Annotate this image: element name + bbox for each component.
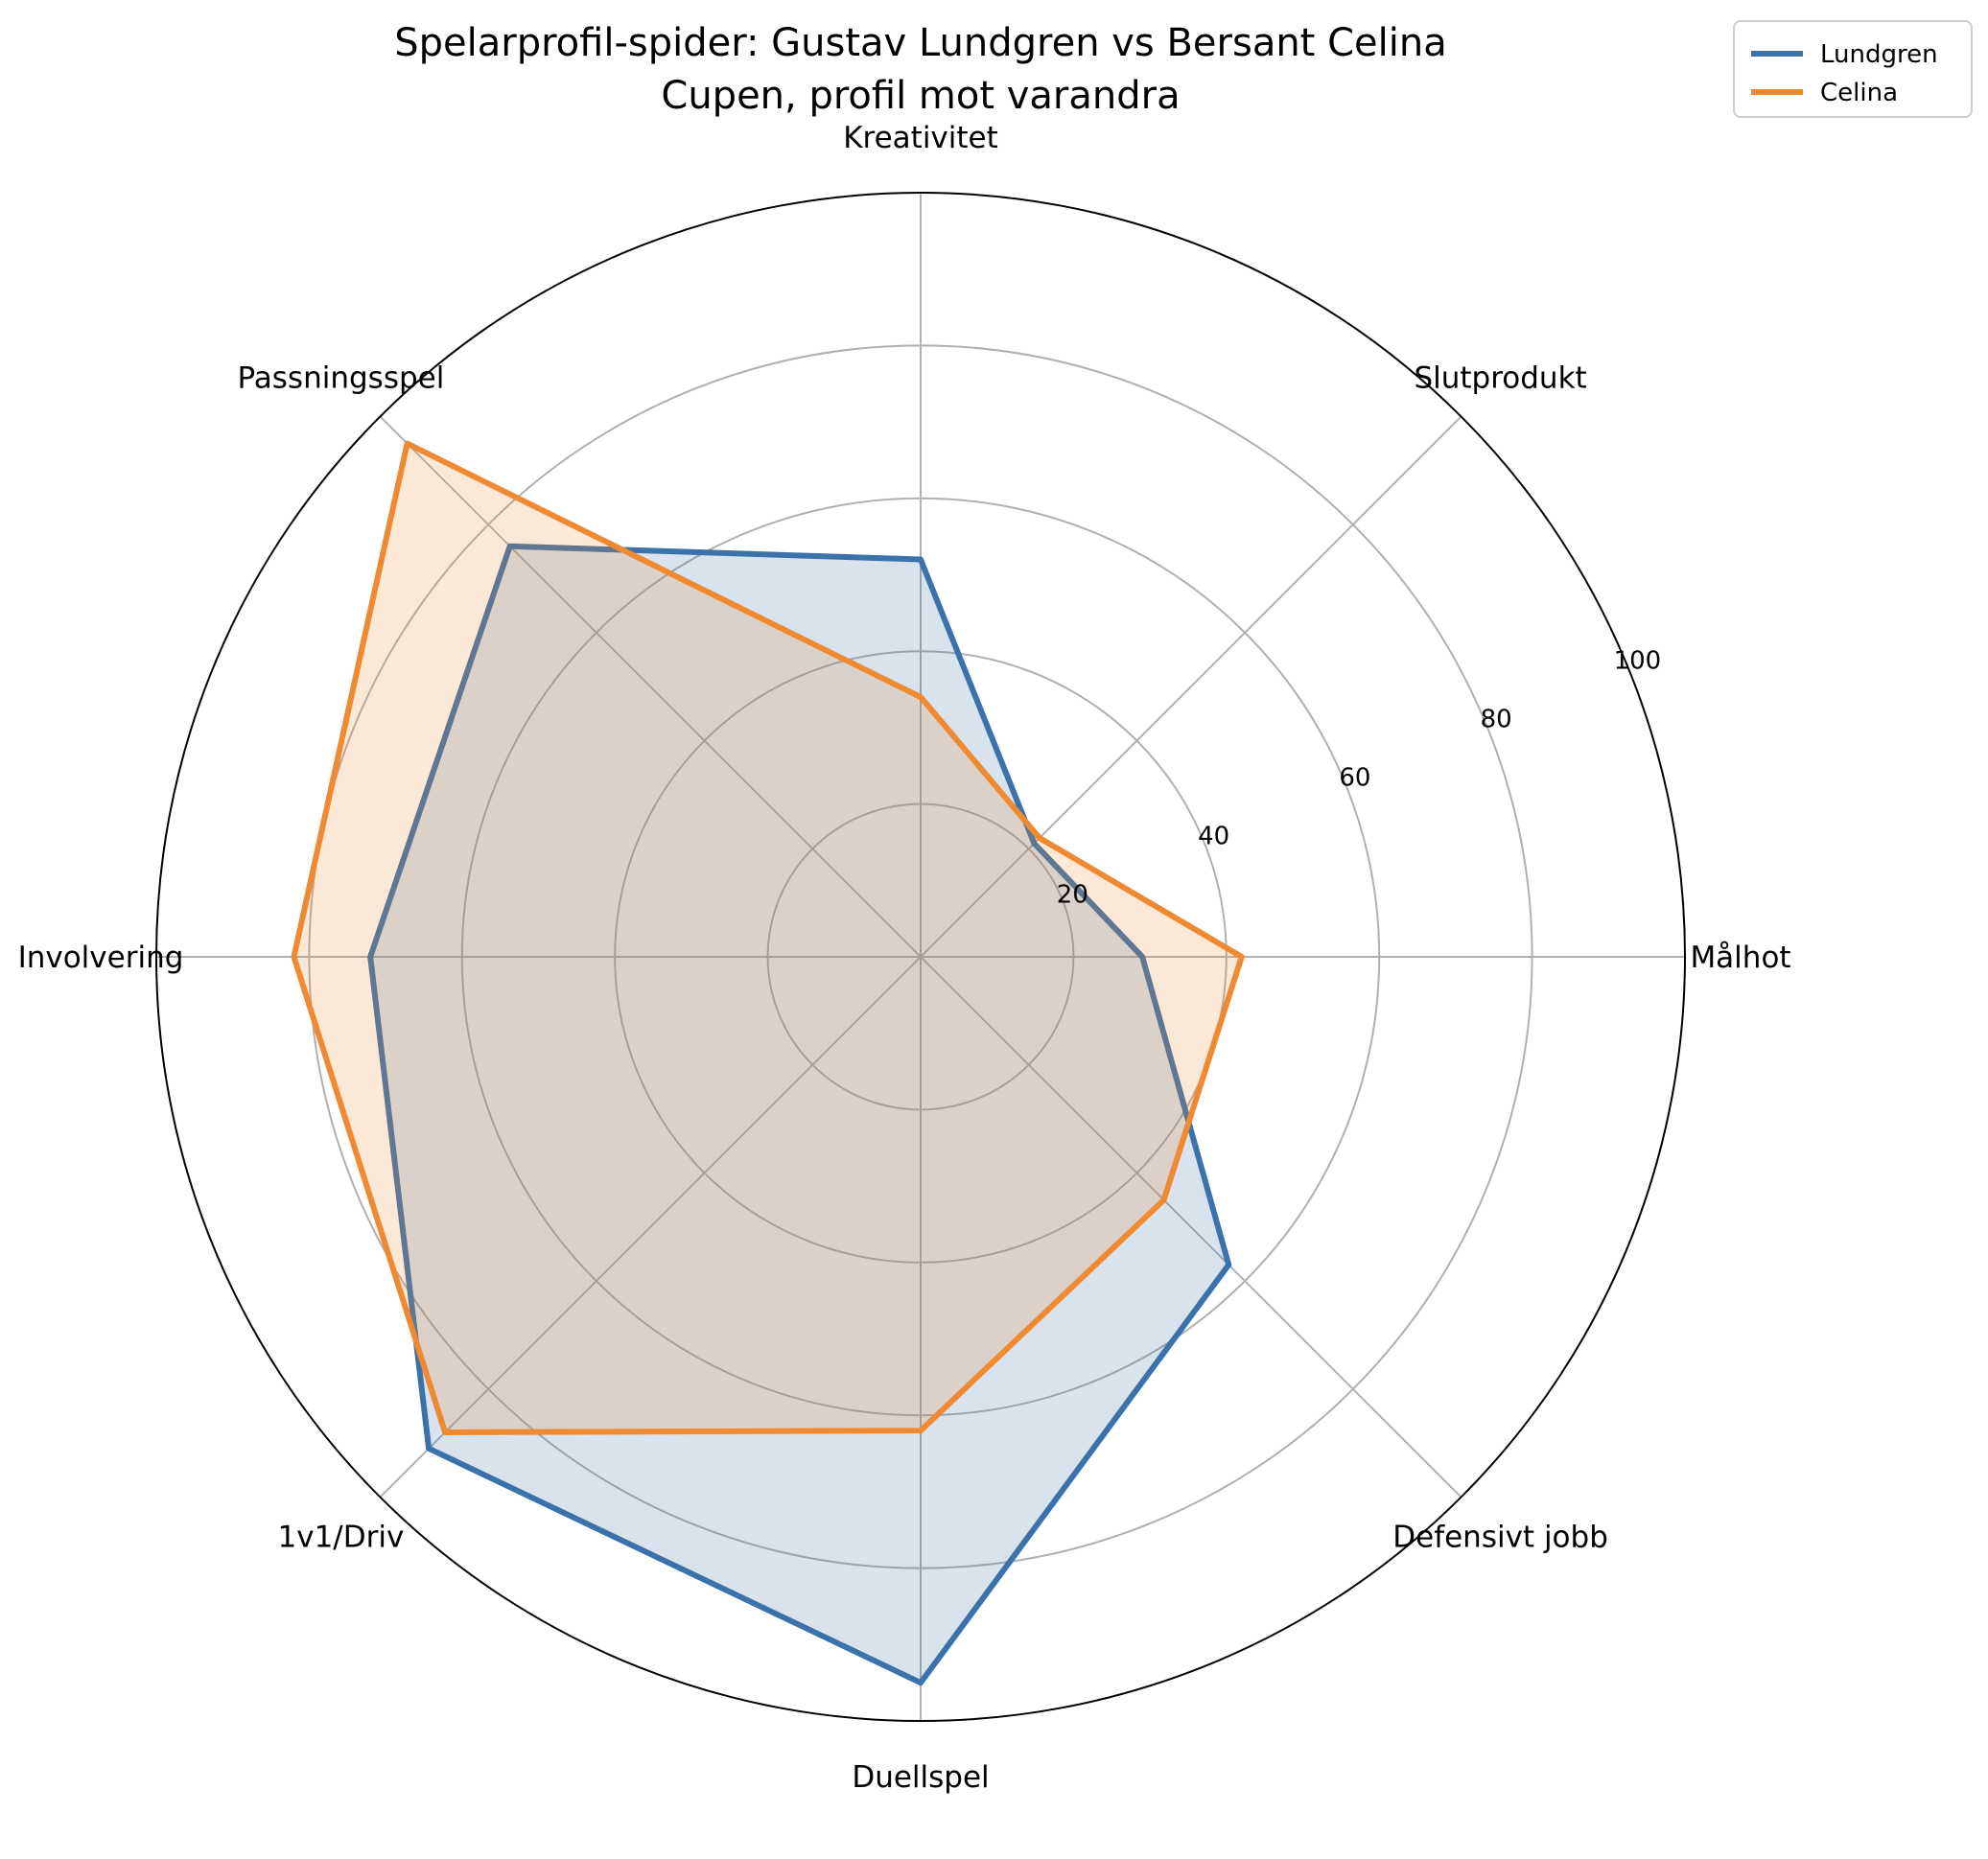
chart-subtitle: Cupen, profil mot varandra	[661, 74, 1180, 118]
category-label-3: Passningsspel	[237, 360, 444, 395]
r-tick-label-4: 100	[1614, 646, 1662, 675]
series-line-1	[291, 440, 1245, 1435]
legend: Lundgren Celina	[1733, 20, 1973, 118]
grid-ring-1	[614, 650, 1228, 1264]
grid-ring-2	[460, 497, 1381, 1417]
series-fill-0	[370, 546, 1229, 1684]
r-tick-label-3: 80	[1481, 705, 1512, 733]
spoke-5	[379, 956, 922, 1499]
r-tick-label-1: 40	[1198, 822, 1229, 850]
category-label-0: Målhot	[1690, 941, 1790, 975]
spoke-1	[920, 415, 1462, 958]
category-label-5: 1v1/Driv	[278, 1521, 405, 1555]
spoke-7	[920, 956, 1462, 1499]
category-label-6: Duellspel	[852, 1760, 989, 1795]
category-label-7: Defensivt jobb	[1392, 1521, 1608, 1555]
r-tick-label-2: 60	[1339, 763, 1370, 792]
legend-label-1: Celina	[1820, 79, 1898, 107]
polar-frame	[155, 192, 1686, 1722]
grid-ring-3	[308, 344, 1533, 1569]
series-fill-1	[293, 443, 1242, 1432]
polar-grid	[155, 192, 1686, 1722]
category-label-1: Slutprodukt	[1414, 360, 1586, 395]
series-layer	[291, 440, 1245, 1686]
r-tick-label-0: 20	[1057, 880, 1088, 909]
spoke-3	[379, 415, 922, 958]
grid-ring-0	[766, 802, 1075, 1111]
category-label-4: Involvering	[18, 941, 184, 975]
legend-label-0: Lundgren	[1820, 40, 1938, 69]
category-label-2: Kreativitet	[843, 121, 998, 155]
series-line-0	[367, 543, 1232, 1686]
label-layer: 20 40 60 80 100 Målhot Slutprodukt Kreativitet P…	[18, 121, 1791, 1795]
chart-title: Spelarprofil-spider: Gustav Lundgren vs …	[394, 21, 1446, 65]
